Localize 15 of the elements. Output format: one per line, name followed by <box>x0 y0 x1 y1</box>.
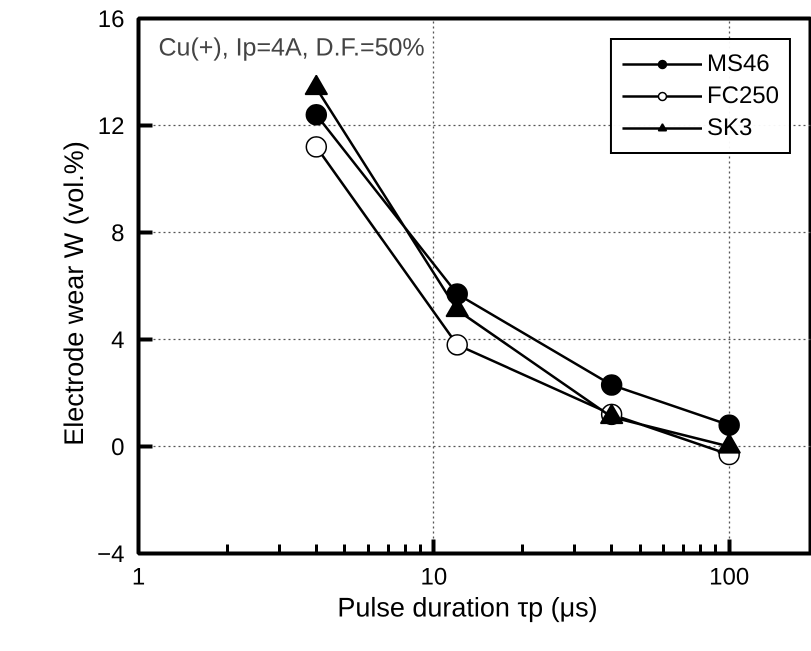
x-tick-label: 1 <box>132 564 146 590</box>
legend-label: FC250 <box>706 82 779 110</box>
legend-label: MS46 <box>706 50 770 78</box>
y-tick-label: 16 <box>98 6 125 33</box>
x-axis-title: Pulse duration τp (μs) <box>337 592 598 622</box>
y-tick-label: 12 <box>98 113 125 140</box>
y-tick-label: 8 <box>111 220 125 247</box>
legend-label: SK3 <box>706 114 752 142</box>
annotation: Cu(+), Ip=4A, D.F.=50% <box>158 34 425 62</box>
y-axis-title: Electrode wear W (vol.%) <box>59 141 90 446</box>
y-tick-label: 0 <box>111 434 125 461</box>
y-tick-label: 4 <box>111 327 125 354</box>
x-tick-label: 100 <box>709 564 750 590</box>
x-tick-label: 10 <box>420 564 448 590</box>
y-tick-label: −4 <box>97 541 125 568</box>
